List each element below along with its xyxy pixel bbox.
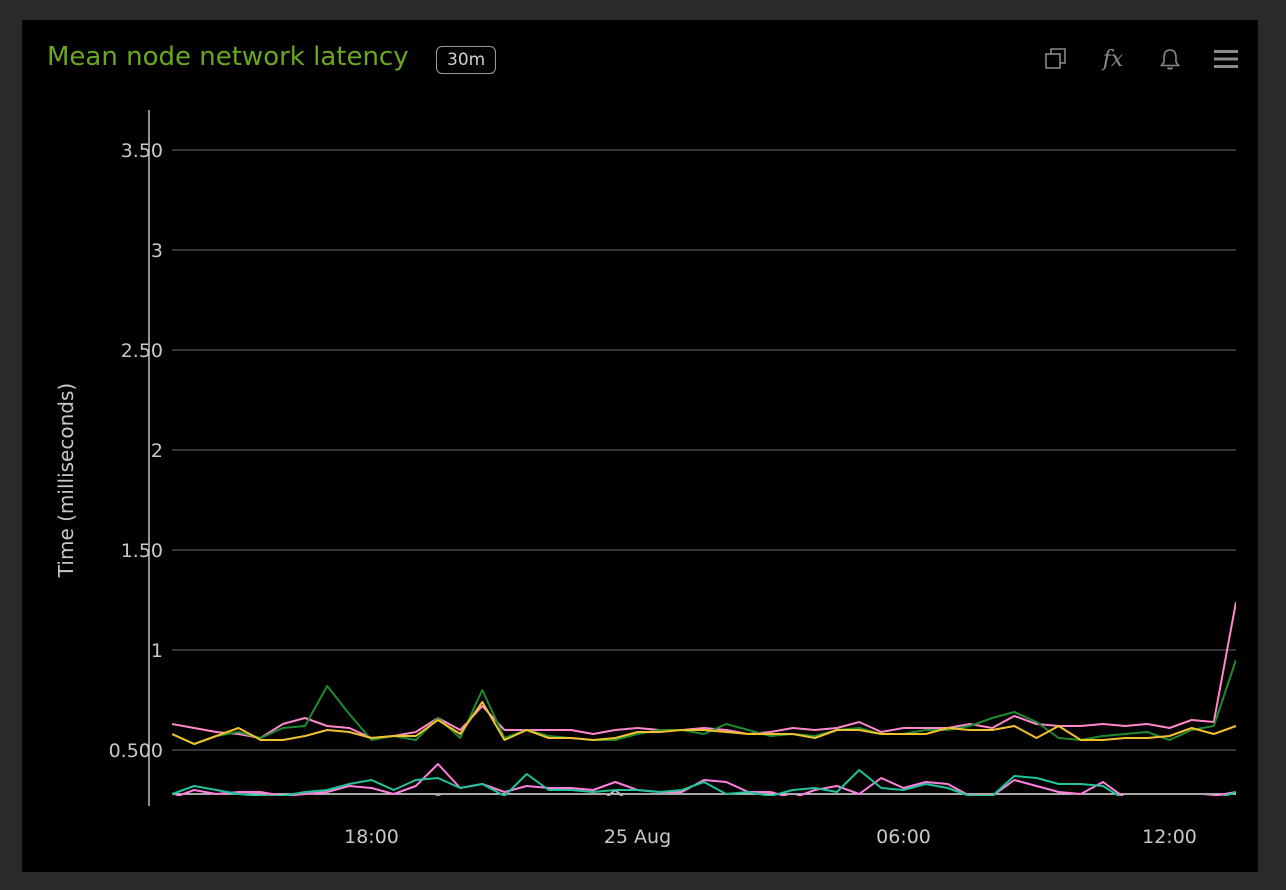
panel-title[interactable]: Mean node network latency [47,42,409,72]
chart-panel: Mean node network latency 30m fx 0.500 1 1… [22,20,1258,872]
y-tick-label: 2.50 [121,340,163,362]
bell-icon[interactable] [1155,44,1185,74]
menu-icon[interactable] [1211,44,1241,74]
y-axis-title: Time (milliseconds) [54,383,78,578]
y-tick-label: 3.50 [121,140,163,162]
y-tick-label: 0.500 [109,740,163,762]
y-axis: 0.500 1 1.50 2 2.50 3 3.50 [109,110,163,806]
x-tick-label: 25 Aug [604,826,671,848]
line-chart[interactable]: 0.500 1 1.50 2 2.50 3 3.50 18:00 25 Aug 06:00 12:… [22,20,1258,872]
y-tick-label: 3 [151,240,163,262]
y-tick-label: 2 [151,440,163,462]
y-tick-label: 1 [151,640,163,662]
series-line-4 [172,769,1236,796]
series-lines [172,601,1236,796]
grid-lines [172,149,1236,795]
series-line-5 [174,763,1236,796]
interval-badge: 30m [436,46,497,74]
formula-icon[interactable]: fx [1102,46,1124,72]
series-line-2 [172,659,1236,745]
x-axis: 18:00 25 Aug 06:00 12:00 [344,826,1197,848]
x-tick-label: 12:00 [1142,826,1197,848]
y-tick-label: 1.50 [121,540,163,562]
x-tick-label: 06:00 [876,826,931,848]
series-line-3 [172,601,1236,739]
series-line-1 [172,701,1236,745]
duplicate-icon[interactable] [1041,44,1071,74]
x-tick-label: 18:00 [344,826,399,848]
